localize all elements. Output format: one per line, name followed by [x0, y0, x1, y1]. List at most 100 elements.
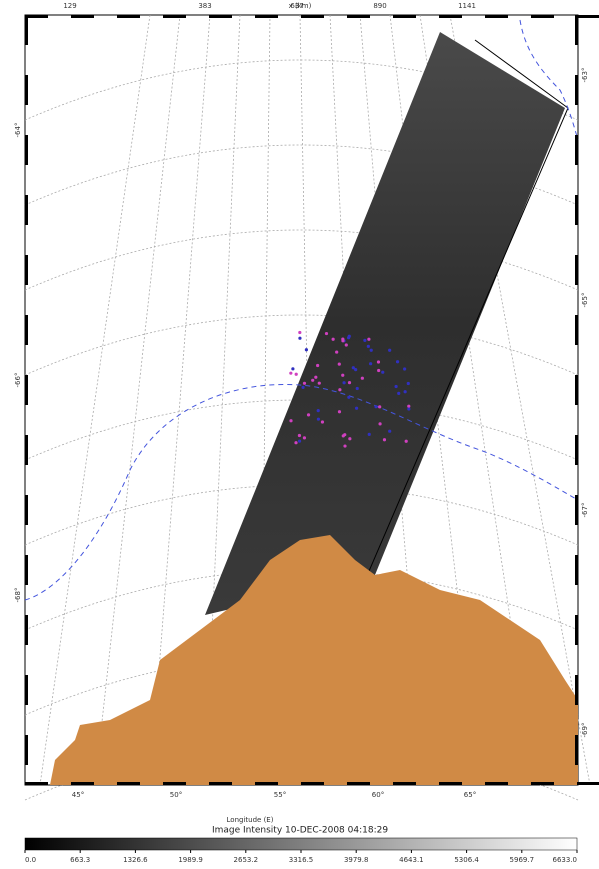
drift-point: [378, 405, 381, 408]
latitude-tick-label: -65°: [581, 293, 589, 308]
frame-segment: [209, 15, 232, 18]
frame-segment: [575, 75, 578, 105]
frame-segment: [255, 782, 278, 785]
frame-segment: [163, 15, 186, 18]
frame-segment: [577, 15, 599, 18]
drift-point: [377, 360, 380, 363]
latitude-tick-label: -67°: [581, 503, 589, 518]
drift-point: [405, 440, 408, 443]
drift-point: [325, 332, 328, 335]
drift-point: [298, 440, 301, 443]
frame-segment: [575, 615, 578, 645]
longitude-tick-label: 55°: [274, 791, 286, 799]
drift-point: [342, 434, 345, 437]
frame-segment: [575, 195, 578, 225]
frame-segment: [531, 782, 554, 785]
drift-point: [294, 441, 297, 444]
drift-point: [291, 367, 294, 370]
frame-segment: [301, 782, 324, 785]
drift-point: [383, 438, 386, 441]
drift-point: [307, 413, 310, 416]
drift-point: [305, 348, 308, 351]
drift-point: [343, 444, 346, 447]
drift-point: [321, 420, 324, 423]
drift-point: [407, 382, 410, 385]
drift-point: [347, 396, 350, 399]
frame-segment: [25, 495, 28, 525]
frame-segment: [575, 135, 578, 165]
drift-point: [352, 366, 355, 369]
drift-point: [367, 338, 370, 341]
map-figure: x (km) Longitude (E) Image Intensity 10-…: [0, 0, 599, 869]
longitude-tick-label: 65°: [464, 791, 476, 799]
latitude-tick-label: -64°: [14, 123, 22, 138]
drift-point: [396, 360, 399, 363]
frame-segment: [575, 255, 578, 285]
frame-segment: [575, 435, 578, 465]
drift-point: [388, 430, 391, 433]
frame-segment: [575, 375, 578, 405]
colorbar-tick-label: 5969.7: [510, 856, 535, 864]
drift-point: [368, 433, 371, 436]
frame-segment: [25, 675, 28, 705]
drift-point: [341, 337, 344, 340]
drift-point: [381, 371, 384, 374]
x-tick-label: 1141: [458, 2, 476, 10]
x-tick-label: 129: [63, 2, 76, 10]
drift-point: [370, 349, 373, 352]
drift-point: [348, 381, 351, 384]
drift-point: [303, 436, 306, 439]
frame-segment: [255, 15, 278, 18]
drift-point: [394, 385, 397, 388]
latitude-tick-label: -63°: [581, 68, 589, 83]
drift-point: [289, 372, 292, 375]
drift-point: [316, 364, 319, 367]
longitude-label: Longitude (E): [227, 816, 274, 824]
drift-point: [295, 373, 298, 376]
frame-segment: [25, 315, 28, 345]
frame-segment: [575, 555, 578, 585]
frame-segment: [575, 15, 578, 45]
drift-point: [407, 407, 410, 410]
frame-segment: [439, 782, 462, 785]
longitude-tick-label: 45°: [72, 791, 84, 799]
drift-point: [361, 377, 364, 380]
colorbar-tick-label: 3979.8: [344, 856, 369, 864]
drift-point: [332, 338, 335, 341]
drift-point: [397, 392, 400, 395]
frame-segment: [25, 15, 48, 18]
latitude-tick-label: -69°: [581, 723, 589, 738]
latitude-tick-label: -66°: [14, 373, 22, 388]
drift-point: [404, 390, 407, 393]
drift-point: [335, 350, 338, 353]
frame-segment: [25, 435, 28, 465]
frame-segment: [485, 15, 508, 18]
drift-point: [342, 381, 345, 384]
frame-segment: [439, 15, 462, 18]
colorbar-tick-label: 2653.2: [234, 856, 259, 864]
frame-segment: [347, 15, 370, 18]
drift-point: [367, 345, 370, 348]
drift-point: [356, 387, 359, 390]
frame-segment: [25, 782, 48, 785]
frame-segment: [531, 15, 554, 18]
drift-point: [407, 405, 410, 408]
colorbar-tick-label: 6633.0: [553, 856, 578, 864]
frame-segment: [25, 735, 28, 765]
drift-point: [298, 331, 301, 334]
drift-point: [338, 410, 341, 413]
drift-point: [374, 405, 377, 408]
frame-segment: [25, 615, 28, 645]
frame-segment: [117, 15, 140, 18]
frame-segment: [485, 782, 508, 785]
drift-point: [388, 349, 391, 352]
frame-segment: [393, 782, 416, 785]
frame-segment: [347, 782, 370, 785]
frame-segment: [25, 195, 28, 225]
frame-segment: [117, 782, 140, 785]
drift-point: [298, 337, 301, 340]
frame-segment: [25, 135, 28, 165]
drift-point: [377, 369, 380, 372]
longitude-tick-label: 60°: [372, 791, 384, 799]
frame-segment: [25, 75, 28, 105]
